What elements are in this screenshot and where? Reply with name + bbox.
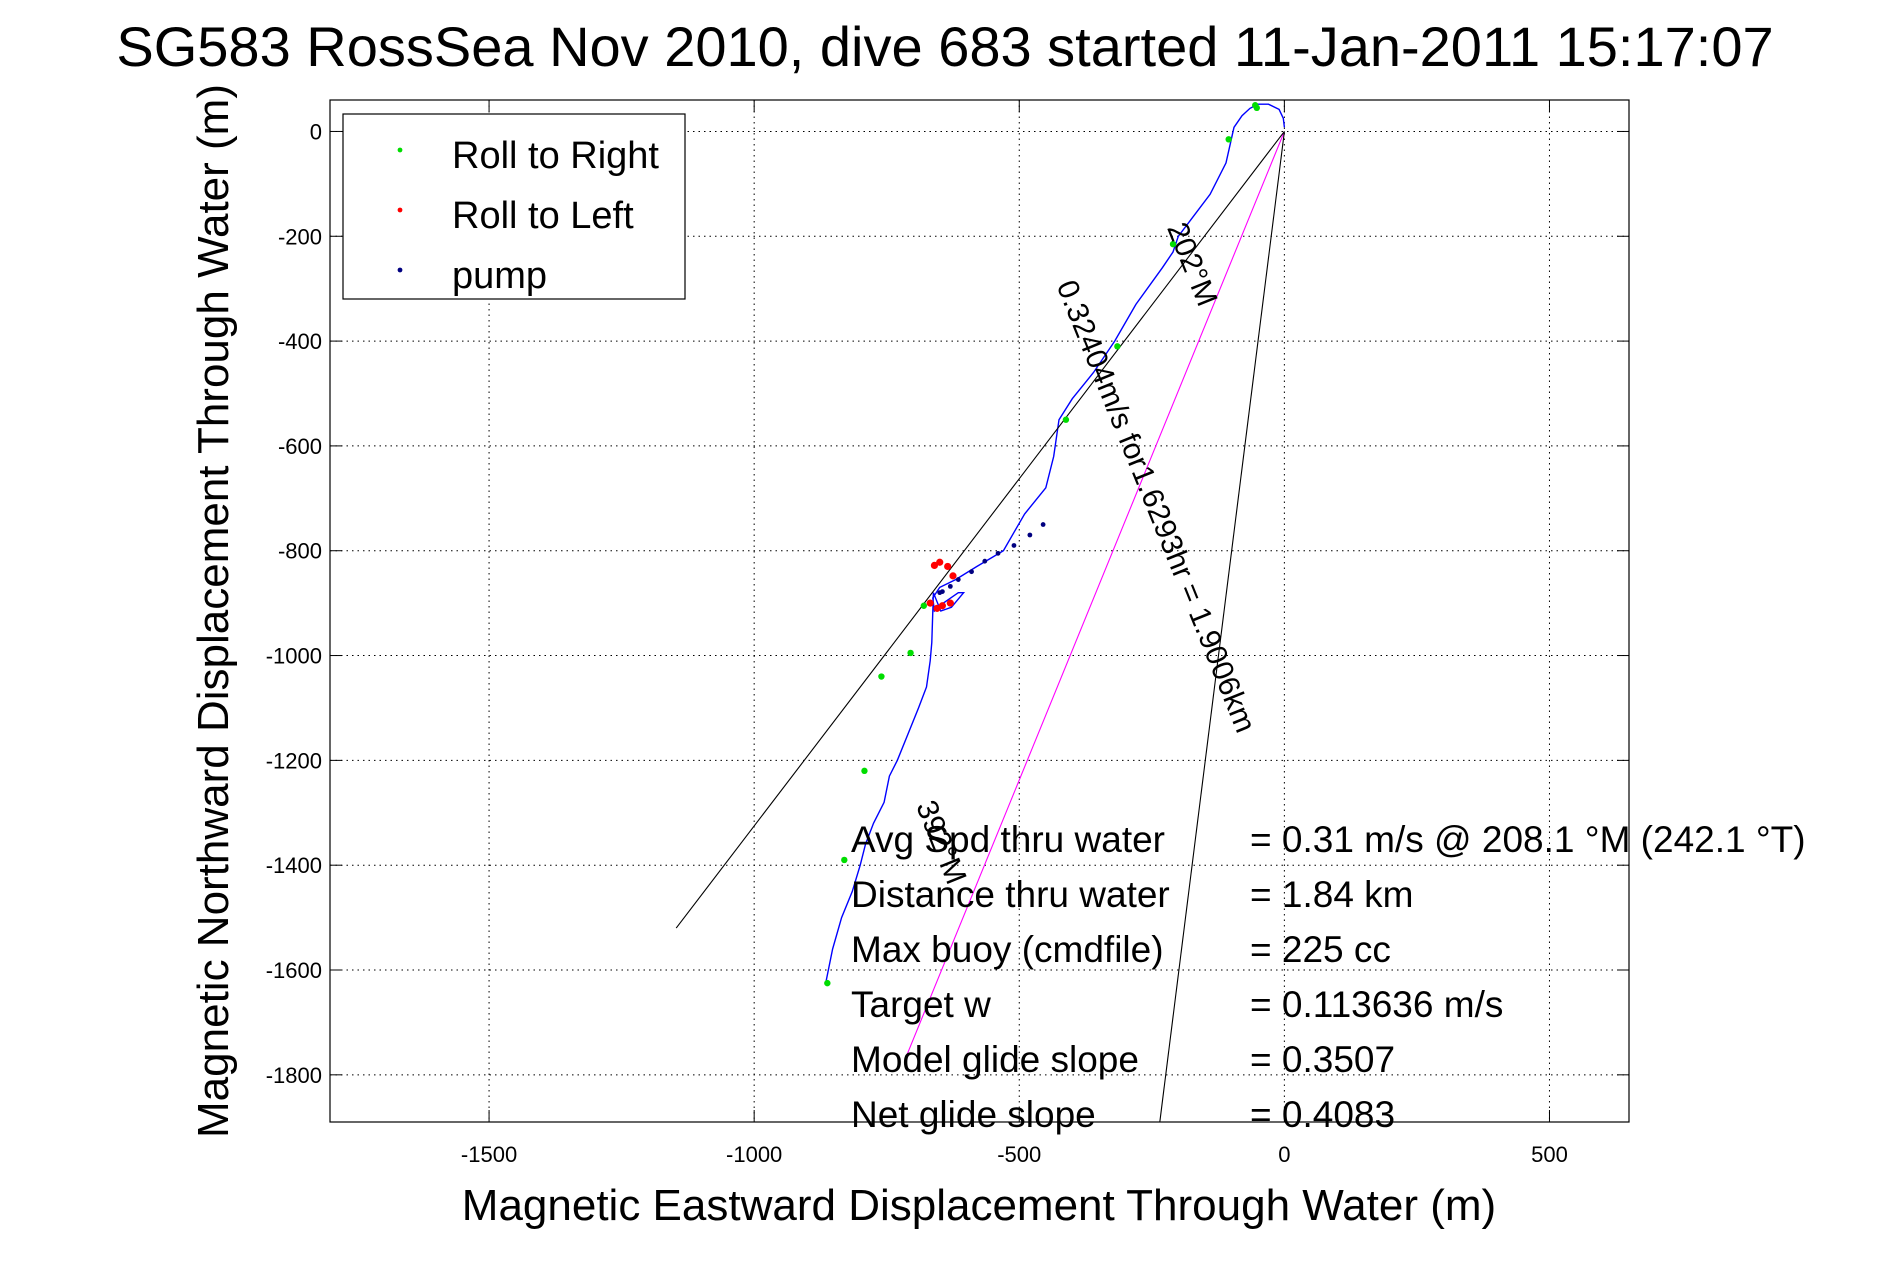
y-tick-label: -1800: [266, 1063, 322, 1088]
roll-right-marker: [1169, 240, 1177, 248]
x-tick-label: -1500: [461, 1142, 517, 1167]
pump-marker: [969, 569, 974, 575]
pump-marker: [1027, 532, 1033, 538]
legend-label: Roll to Right: [452, 135, 659, 177]
legend: Roll to Right Roll to Left pump: [342, 113, 686, 300]
legend-label: pump: [452, 255, 547, 297]
roll-left-marker: [933, 604, 941, 612]
roll-left-marker: [946, 599, 954, 607]
y-tick-label: -1000: [266, 644, 322, 669]
roll-right-marker: [824, 979, 831, 987]
x-tick-label: 0: [1278, 1142, 1290, 1167]
roll-right-marker: [1253, 104, 1260, 112]
x-axis-label: Magnetic Eastward Displacement Through W…: [462, 1181, 1496, 1230]
pump-marker: [955, 577, 961, 582]
y-tick-label: -1200: [266, 748, 322, 773]
pump-marker: [1040, 522, 1046, 527]
grid: [330, 100, 1629, 1122]
roll-right-marker: [841, 856, 848, 864]
roll-left-marker: [936, 558, 944, 566]
roll-right-marker: [1114, 343, 1121, 350]
roll-right-marker: [878, 673, 885, 680]
roll-left-marker: [926, 599, 934, 607]
roll-right-marker: [907, 649, 914, 657]
legend-marker: [397, 207, 403, 213]
roll-left-marker: [930, 561, 939, 570]
average-heading-line: [906, 131, 1285, 1056]
stat-value: = 0.4083: [1250, 1094, 1395, 1135]
cone-edge-line: [675, 131, 1285, 929]
y-tick-label: -1400: [266, 853, 322, 878]
plot-markers: [824, 102, 1260, 987]
stat-value: = 0.3507: [1250, 1039, 1395, 1080]
y-tick-label: -1600: [266, 958, 322, 983]
y-tick-label: 0: [310, 119, 322, 144]
y-tick-label: -400: [278, 329, 322, 354]
x-tick-label: -1000: [726, 1142, 782, 1167]
stat-value: = 0.31 m/s @ 208.1 °M (242.1 °T): [1250, 819, 1806, 860]
roll-right-marker: [861, 767, 868, 775]
track-line: [825, 103, 1286, 984]
y-tick-label: -600: [278, 434, 322, 459]
x-tick-label: -500: [997, 1142, 1041, 1167]
roll-right-marker: [1062, 416, 1070, 423]
cone-edge-line: [1159, 131, 1285, 1123]
roll-right-marker: [920, 602, 928, 609]
plot-frame: [329, 99, 1630, 1123]
stat-label: Distance thru water: [851, 874, 1170, 915]
plot-lines: [675, 103, 1286, 1123]
y-tick-label: -800: [278, 539, 322, 564]
pump-marker: [1011, 543, 1017, 548]
x-tick-label: 500: [1531, 1142, 1568, 1167]
legend-label: Roll to Left: [452, 195, 634, 237]
chart-title: SG583 RossSea Nov 2010, dive 683 started…: [116, 15, 1773, 78]
stat-value: = 225 cc: [1250, 929, 1391, 970]
y-tick-label: -200: [278, 224, 322, 249]
pump-marker: [947, 583, 953, 589]
roll-left-marker: [949, 572, 957, 580]
stats-panel: Avg Spd thru water = 0.31 m/s @ 208.1 °M …: [851, 819, 1806, 1135]
legend-marker: [397, 267, 403, 273]
roll-right-marker: [1225, 136, 1232, 143]
roll-left-marker: [944, 562, 952, 571]
pump-marker: [995, 550, 1001, 556]
axis-ticks: -1500 -1000 -500 0 500 0 -200 -400 -600 -800 -1000…: [266, 100, 1629, 1167]
y-axis-label: Magnetic Northward Displacement Through …: [189, 84, 238, 1138]
stat-value: = 0.113636 m/s: [1250, 984, 1503, 1025]
stat-label: Net glide slope: [851, 1094, 1096, 1135]
stat-value: = 1.84 km: [1250, 874, 1414, 915]
stat-label: Model glide slope: [851, 1039, 1139, 1080]
pump-marker: [937, 590, 943, 596]
stat-label: Target w: [851, 984, 991, 1025]
pump-marker: [982, 558, 988, 564]
legend-marker: [397, 147, 403, 153]
stat-label: Avg Spd thru water: [851, 819, 1165, 860]
stat-label: Max buoy (cmdfile): [851, 929, 1164, 970]
